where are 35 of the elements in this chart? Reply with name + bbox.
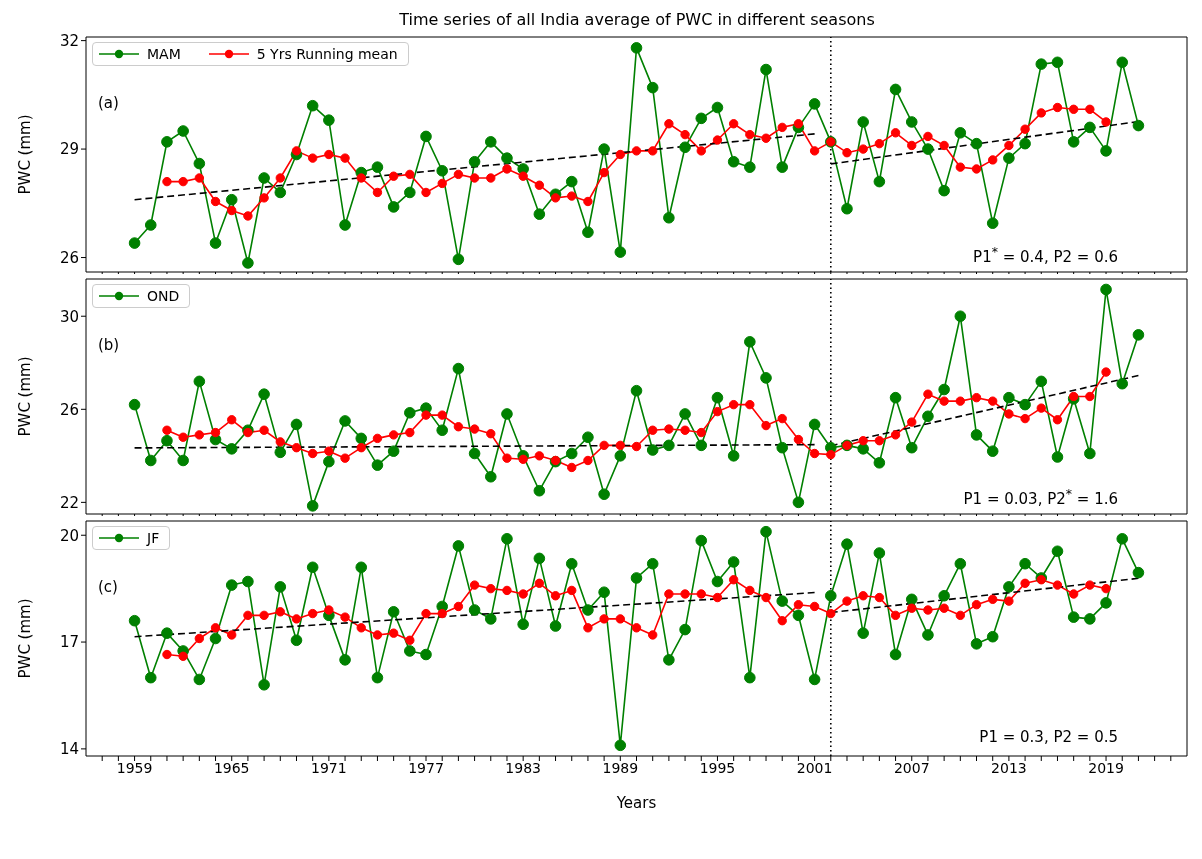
y-tick-label: 17 [59,633,79,652]
y-tick-label: 26 [59,400,79,419]
annotation: (c) [98,578,118,596]
y-axis-title: PWC (mm) [16,598,35,679]
x-tick-label: 1983 [505,759,541,776]
legend-label: JF [147,530,160,546]
x-tick-label: 1959 [116,759,153,776]
x-tick-label: 2001 [796,759,833,776]
x-tick-label: 1995 [699,759,736,776]
y-tick-label: 20 [59,526,79,545]
y-tick-label: 30 [59,307,79,326]
legend-label: OND [147,288,180,304]
annotation: P1 = 0.03, P2$^{*}$ = 1.6 [963,486,1118,508]
annotation: P1 = 0.3, P2 = 0.5 [979,728,1118,746]
y-tick-label: 32 [59,31,79,50]
legend-label: 5 Yrs Running mean [256,46,398,62]
y-tick-label: 22 [59,493,79,512]
x-tick-label: 2007 [893,759,930,776]
chart-title: Time series of all India average of PWC in different seasons [398,9,876,31]
annotation: (a) [98,94,119,112]
y-tick-label: 29 [59,140,79,159]
x-tick-label: 2019 [1088,759,1124,776]
x-tick-label: 2013 [991,759,1027,776]
x-tick-label: 1965 [213,759,250,776]
y-axis-title: PWC (mm) [16,356,35,437]
y-axis-title: PWC (mm) [16,114,35,195]
y-tick-label: 14 [59,740,79,759]
annotation: P1$^{*}$ = 0.4, P2 = 0.6 [973,244,1118,266]
x-axis-title: Years [615,794,657,812]
annotation: (b) [98,336,120,354]
x-tick-label: 1971 [311,759,347,776]
x-tick-label: 1989 [602,759,639,776]
x-tick-label: 1977 [408,759,444,776]
legend-label: MAM [147,46,181,62]
y-tick-label: 26 [59,248,79,267]
